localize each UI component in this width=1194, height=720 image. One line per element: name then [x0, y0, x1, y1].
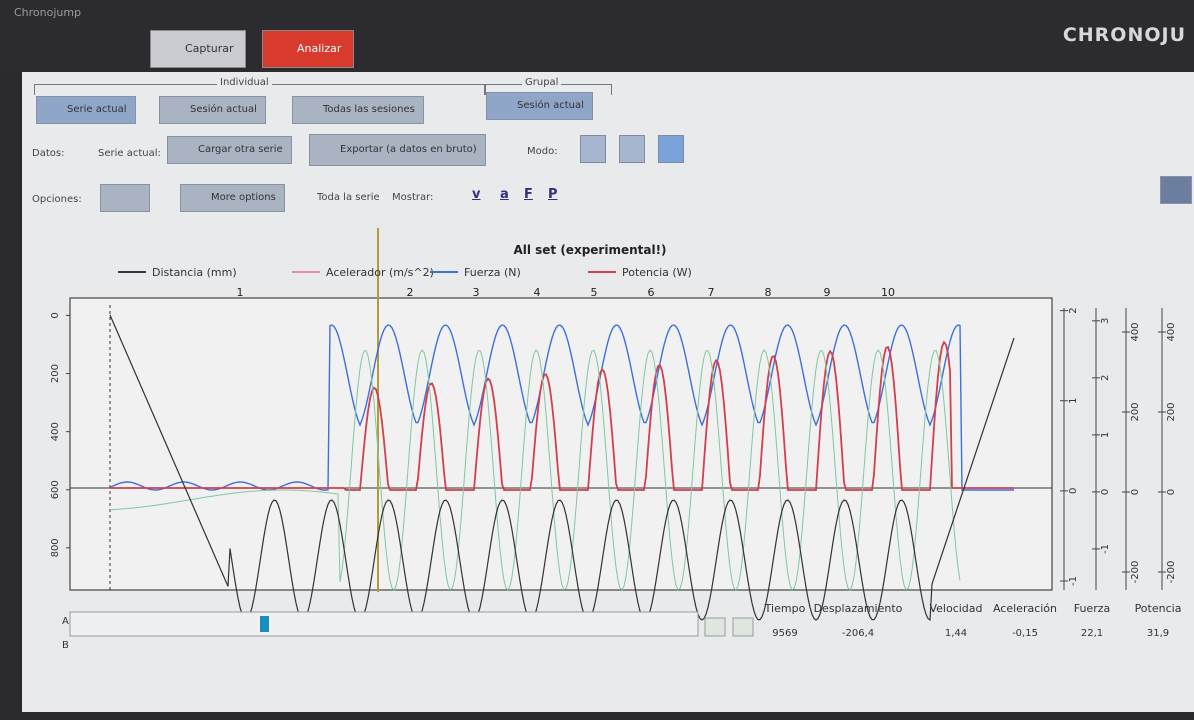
chart-title: All set (experimental!) [513, 243, 666, 257]
y-tick-label: 3 [1100, 318, 1111, 324]
rep-number: 3 [473, 286, 480, 299]
rep-number: 1 [237, 286, 244, 299]
table-header: Velocidad [929, 602, 982, 615]
slider-label: A [62, 616, 69, 627]
rep-number: 6 [648, 286, 655, 299]
rep-number: 5 [591, 286, 598, 299]
y-tick-label: 200 [50, 364, 61, 383]
slider-handle[interactable] [260, 616, 269, 632]
table-cell: 9569 [772, 628, 797, 639]
y-tick-label: 1 [1100, 432, 1111, 438]
rep-number: 2 [407, 286, 414, 299]
legend-label: Acelerador (m/s^2) [326, 266, 434, 279]
y-tick-label: -200 [1130, 561, 1141, 584]
rep-number: 4 [534, 286, 541, 299]
y-tick-label: 200 [1130, 402, 1141, 421]
legend-label: Potencia (W) [622, 266, 692, 279]
y-tick-label: 400 [1130, 322, 1141, 341]
plot-area [70, 298, 1052, 590]
app-window: Chronojump CHRONOJU Capturar Analizar In… [0, 0, 1194, 720]
nav-button[interactable] [733, 618, 753, 636]
legend-label: Distancia (mm) [152, 266, 237, 279]
rep-number: 10 [881, 286, 895, 299]
table-cell: 31,9 [1147, 628, 1169, 639]
y-tick-label: 0 [1130, 489, 1141, 495]
y-tick-label: 2 [1068, 307, 1079, 313]
table-cell: 22,1 [1081, 628, 1103, 639]
y-tick-label: 2 [1100, 375, 1111, 381]
nav-button[interactable] [705, 618, 725, 636]
table-header: Aceleración [993, 602, 1057, 615]
table-cell: 1,44 [945, 628, 967, 639]
y-tick-label: 200 [1166, 402, 1177, 421]
slider-label: B [62, 640, 69, 651]
table-header: Fuerza [1074, 602, 1111, 615]
rep-number: 7 [708, 286, 715, 299]
y-tick-label: 400 [1166, 322, 1177, 341]
table-header: Desplazamiento [814, 602, 903, 615]
table-cell: -0,15 [1012, 628, 1038, 639]
chart: All set (experimental!) A B Distancia (m… [0, 0, 1194, 720]
legend-label: Fuerza (N) [464, 266, 521, 279]
rep-number: 9 [824, 286, 831, 299]
table-cell: -206,4 [842, 628, 874, 639]
y-tick-label: -1 [1068, 576, 1079, 586]
slider-track[interactable] [70, 612, 698, 636]
table-header: Potencia [1135, 602, 1182, 615]
y-tick-label: -1 [1100, 544, 1111, 554]
table-header: Tiempo [764, 602, 806, 615]
y-tick-label: 0 [1068, 488, 1079, 494]
y-tick-label: 0 [50, 312, 61, 318]
rep-number: 8 [765, 286, 772, 299]
y-tick-label: 400 [50, 422, 61, 441]
y-tick-label: -200 [1166, 561, 1177, 584]
y-tick-label: 600 [50, 480, 61, 499]
y-tick-label: 0 [1166, 489, 1177, 495]
y-tick-label: 1 [1068, 398, 1079, 404]
y-tick-label: 800 [50, 538, 61, 557]
y-tick-label: 0 [1100, 489, 1111, 495]
